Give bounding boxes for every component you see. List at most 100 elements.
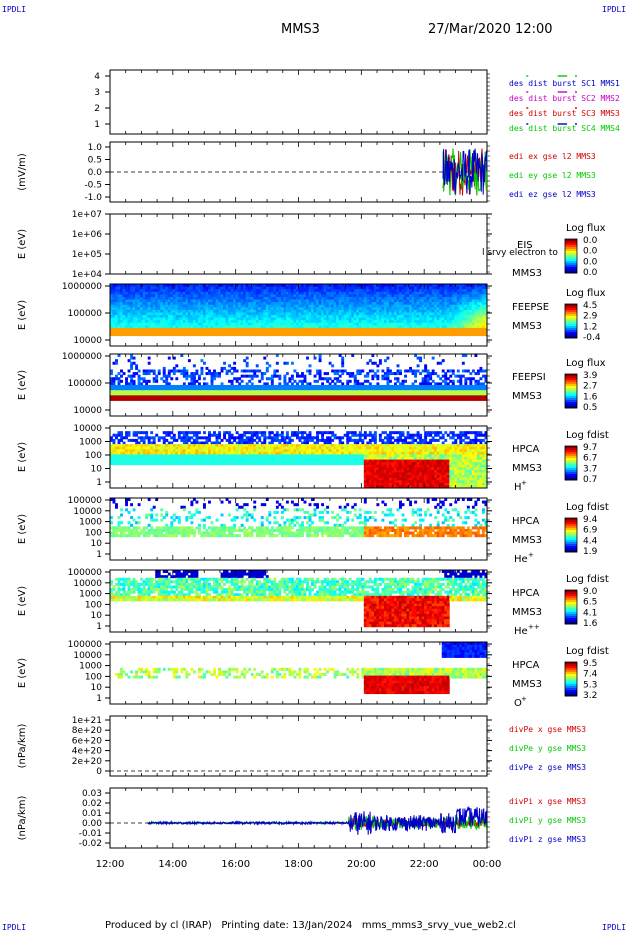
spectrogram-cell [391,397,395,401]
spectrogram-cell [147,397,151,401]
spectrogram-cell [165,382,169,386]
spectrogram-cell [177,307,181,311]
spectrogram-cell [439,291,443,295]
spectrogram-cell [298,325,302,329]
spectrogram-cell [479,296,483,300]
spectrogram-cell [293,333,297,337]
spectrogram-cell [208,385,211,388]
spectrogram-cell [142,333,146,337]
spectrogram-cell [177,387,181,391]
spectrogram-cell [192,289,196,293]
spectrogram-cell [298,395,302,399]
spectrogram-cell [235,330,239,334]
spectrogram-cell [125,451,128,455]
spectrogram-cell [386,392,390,396]
spectrogram-cell [368,284,372,287]
spectrogram-cell [338,299,342,303]
spectrogram-cell [471,320,475,324]
spectrogram-cell [386,379,390,383]
spectrogram-cell [172,294,176,298]
spectrogram-cell [117,390,121,394]
spectrogram-cell [195,387,199,391]
spectrogram-cell [396,315,400,318]
spectrogram-cell [228,387,232,391]
spectrogram-cell [167,325,171,329]
spectrogram-cell [376,320,380,324]
spectrogram-cell [177,315,181,318]
spectrogram-cell [152,397,156,401]
spectrogram-cell [233,296,237,300]
spectrogram-cell [270,374,274,378]
spectrogram-cell [235,294,239,298]
spectrogram-cell [391,299,395,303]
spectrogram-cell [200,359,204,363]
spectrogram-cell [346,320,350,324]
spectrogram-cell [311,392,314,396]
spectrogram-cell [253,385,257,388]
spectrogram-cell [185,304,189,308]
spectrogram-cell [117,387,121,391]
spectrogram-cell [336,385,340,388]
spectrogram-cell [341,320,345,324]
spectrogram-cell [386,307,390,311]
spectrogram-cell [213,395,216,399]
spectrogram-cell [233,327,237,331]
spectrogram-cell [197,382,201,386]
spectrogram-cell [223,286,227,290]
spectrogram-cell [182,320,186,324]
spectrogram-cell [333,372,337,376]
spectrogram-cell [117,377,121,381]
spectrogram-cell [479,294,483,298]
spectrogram-cell [356,330,360,334]
spectrogram-cell [285,302,289,306]
spectrogram-cell [215,322,219,326]
spectrogram-cell [235,377,239,381]
spectrogram-cell [295,309,299,313]
spectrogram-cell [444,312,448,316]
spectrogram-cell [290,304,294,308]
spectrogram-cell [263,320,267,324]
spectrogram-cell [386,333,390,337]
spectrogram-cell [202,320,206,324]
spectrogram-cell [466,330,470,334]
spectrogram-cell [396,325,400,329]
spectrogram-cell [476,312,480,316]
colorbar-swatch [565,263,577,266]
spectrogram-cell [283,382,287,386]
spectrogram-cell [414,294,418,298]
spectrogram-cell [290,322,294,326]
spectrogram-cell [326,387,330,391]
spectrogram-cell [248,286,252,290]
spectrogram-cell [137,317,141,321]
spectrogram-cell [170,307,174,311]
colorbar-swatch [565,310,577,313]
spectrogram-cell [147,392,151,396]
spectrogram-cell [399,289,402,293]
spectrogram-cell [208,325,211,329]
spectrogram-cell [466,299,470,303]
spectrogram-cell [205,291,209,295]
spectrogram-cell [180,395,184,399]
spectrogram-cell [436,387,440,391]
spectrogram-cell [263,291,267,295]
spectrogram-cell [424,320,428,324]
spectrogram-cell [368,322,372,326]
spectrogram-cell [366,330,370,334]
spectrogram-cell [120,294,123,298]
spectrogram-cell [444,327,448,331]
spectrogram-cell [258,315,262,318]
spectrogram-cell [120,330,123,334]
spectrogram-cell [426,312,430,316]
spectrogram-cell [459,392,463,396]
spectrogram-cell [190,294,194,298]
spectrogram-cell [479,289,483,293]
spectrogram-cell [253,372,257,376]
spectrogram-cell [381,291,385,295]
spectrogram-cell [383,392,387,396]
spectrogram-cell [431,379,435,383]
spectrogram-cell [145,302,149,306]
spectrogram-cell [243,397,247,401]
spectrogram-cell [248,333,252,337]
spectrogram-cell [110,302,113,306]
spectrogram-cell [255,307,259,311]
